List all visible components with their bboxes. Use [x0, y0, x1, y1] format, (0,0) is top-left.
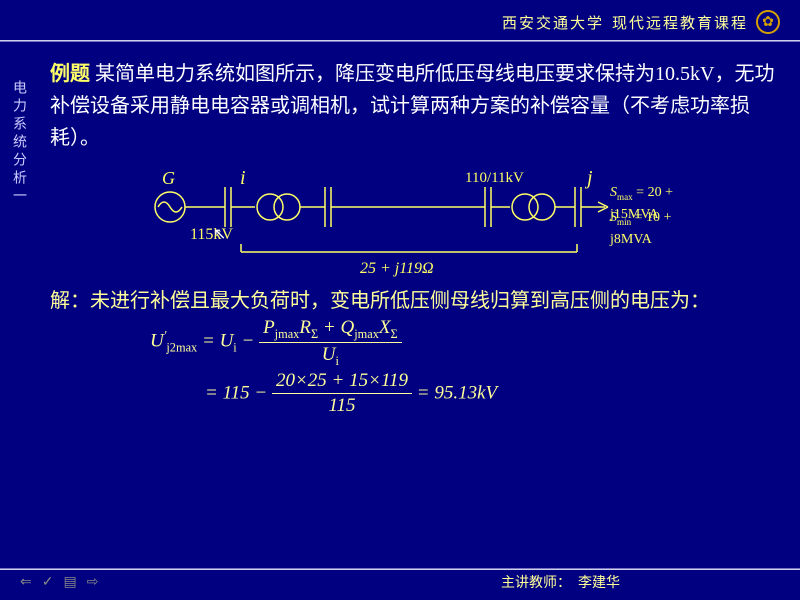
divider-top: [0, 40, 800, 42]
nav-controls: ⇐ ✓ ▤ ⇨: [20, 574, 98, 591]
teacher-info: 主讲教师： 李建华: [501, 572, 620, 592]
formula-line2: = 115 − 20×25 + 15×119 115 = 95.13kV: [205, 369, 780, 419]
line-impedance: 25 + j119Ω: [360, 256, 434, 282]
smin: Smin = 10 + j8MVA: [610, 207, 715, 252]
generator-label: G: [162, 164, 175, 193]
source-voltage: 115kV: [190, 222, 233, 248]
main-content: 例题 某简单电力系统如图所示，降压变电所低压母线电压要求保持为10.5kV，无功…: [50, 58, 780, 419]
course-name: 现代远程教育课程: [612, 12, 748, 33]
sidebar-title: 电力系统分析一: [8, 80, 28, 206]
header: 西安交通大学 现代远程教育课程 ✿: [502, 10, 780, 34]
formula-line1: U'j2max = Ui − PjmaxRΣ + QjmaxXΣ Ui: [150, 316, 780, 369]
circuit-diagram: G i j 115kV 110/11kV 25 + j119Ω Smax = 2…: [115, 162, 715, 282]
nav-check-icon[interactable]: ✓: [42, 574, 54, 591]
node-j-label: j: [587, 162, 593, 194]
logo-icon: ✿: [756, 10, 780, 34]
nav-forward-icon[interactable]: ⇨: [87, 574, 99, 591]
problem-text: 某简单电力系统如图所示，降压变电所低压母线电压要求保持为10.5kV，无功补偿设…: [50, 63, 774, 149]
divider-bottom: [0, 568, 800, 570]
nav-back-icon[interactable]: ⇐: [20, 574, 32, 591]
university-name: 西安交通大学: [502, 12, 604, 33]
footer: ⇐ ✓ ▤ ⇨ 主讲教师： 李建华: [0, 572, 800, 592]
node-i-label: i: [240, 162, 246, 194]
example-label: 例题: [50, 63, 90, 85]
nav-menu-icon[interactable]: ▤: [63, 574, 76, 591]
transformer-ratio: 110/11kV: [465, 166, 524, 190]
problem-statement: 例题 某简单电力系统如图所示，降压变电所低压母线电压要求保持为10.5kV，无功…: [50, 58, 780, 154]
solution-intro: 解：未进行补偿且最大负荷时，变电所低压侧母线归算到高压侧的电压为：: [50, 286, 780, 316]
